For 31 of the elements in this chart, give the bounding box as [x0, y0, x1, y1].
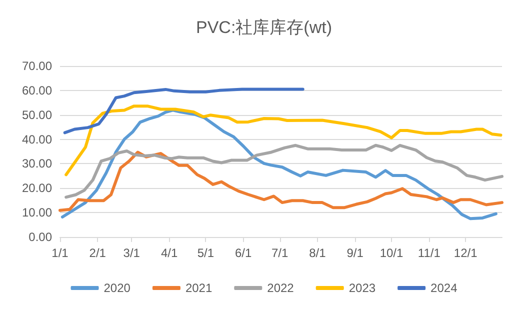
x-tick-label: 7/1: [271, 246, 288, 260]
line-series: [60, 108, 498, 220]
x-tick-label: 6/1: [235, 246, 252, 260]
y-tick-label: 10.00: [22, 206, 52, 220]
x-tick-label: 11/1: [418, 246, 441, 260]
line-series: [58, 150, 504, 212]
line-series: [63, 88, 304, 134]
x-tick-label: 8/1: [309, 246, 326, 260]
x-tick-label: 4/1: [160, 246, 178, 260]
legend-label: 2023: [348, 281, 376, 295]
y-tick-label: 60.00: [22, 83, 52, 98]
x-tick-label: 12/1: [454, 246, 478, 260]
legend-label: 2022: [267, 281, 294, 295]
x-tick-label: 9/1: [346, 246, 364, 260]
x-tick-label: 3/1: [123, 246, 140, 260]
line-series: [64, 104, 502, 176]
chart-title: PVC:社库库存(wt): [196, 18, 332, 37]
x-tick-label: 1/1: [52, 246, 69, 260]
y-tick-label: 0.00: [28, 230, 52, 244]
legend-label: 2020: [104, 281, 131, 295]
legend-label: 2021: [185, 281, 212, 295]
x-tick-label: 10/1: [380, 246, 404, 260]
line-series: [64, 144, 504, 199]
y-tick-label: 50.00: [22, 108, 52, 122]
x-tick-label: 5/1: [197, 246, 214, 260]
y-tick-label: 70.00: [22, 59, 52, 73]
x-tick-label: 2/1: [89, 246, 106, 260]
y-tick-label: 30.00: [22, 156, 52, 171]
y-tick-label: 20.00: [22, 181, 52, 196]
legend-label: 2024: [430, 281, 458, 295]
y-tick-label: 40.00: [22, 132, 52, 146]
